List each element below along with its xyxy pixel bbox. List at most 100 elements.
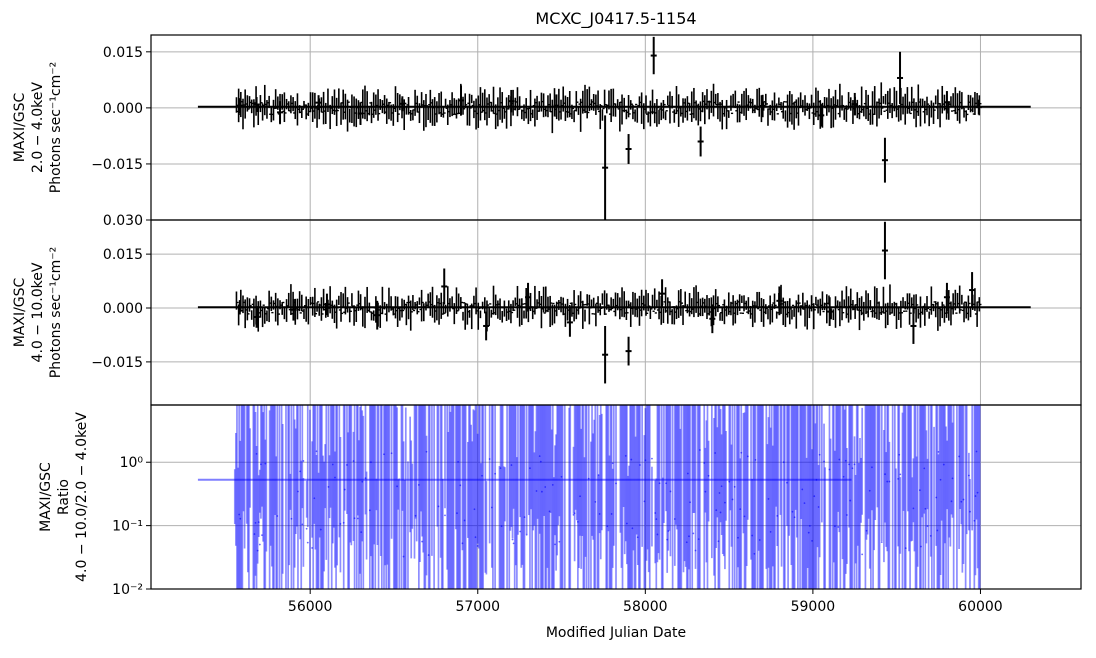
ratio-point xyxy=(319,528,322,531)
ratio-point xyxy=(846,514,848,516)
ratio-point xyxy=(276,515,279,517)
ratio-point xyxy=(655,518,658,521)
ratio-point xyxy=(686,472,689,475)
ratio-point xyxy=(912,507,915,510)
y-axis-label-line: MAXI/GSC xyxy=(12,277,28,347)
ratio-point xyxy=(510,464,513,466)
ratio-point xyxy=(417,484,420,486)
ratio-point xyxy=(579,495,581,498)
ratio-point xyxy=(733,485,736,488)
ratio-point xyxy=(538,455,541,458)
middle-panel-plot xyxy=(197,221,1031,384)
y-tick-label: −0.015 xyxy=(91,157,143,173)
ratio-point xyxy=(606,525,609,528)
ratio-point xyxy=(739,508,742,511)
ratio-point xyxy=(697,538,700,541)
ratio-point xyxy=(523,516,526,519)
ratio-point xyxy=(926,525,929,527)
ratio-point xyxy=(572,513,575,516)
ratio-point xyxy=(838,458,841,461)
ratio-point xyxy=(743,515,746,518)
ratio-point xyxy=(920,545,922,548)
y-axis-label-line: 2.0 − 4.0keV xyxy=(30,82,46,173)
ratio-point xyxy=(488,458,491,460)
ratio-point xyxy=(758,539,761,541)
ratio-point xyxy=(558,540,561,543)
ratio-point xyxy=(767,498,770,500)
ratio-point xyxy=(481,474,483,477)
ratio-point xyxy=(897,477,899,480)
ratio-point xyxy=(724,501,726,504)
ratio-point xyxy=(807,531,810,534)
chart-title: MCXC_J0417.5-1154 xyxy=(535,9,696,29)
bottom-panel-y-ticks: 10⁰ 10⁻¹ 10⁻² xyxy=(112,455,151,598)
ratio-point xyxy=(849,499,852,502)
ratio-point xyxy=(512,542,515,545)
ratio-point xyxy=(258,543,261,546)
top-panel-frame xyxy=(150,34,1082,221)
ratio-point xyxy=(848,463,850,466)
ratio-point xyxy=(808,524,811,527)
ratio-point xyxy=(500,525,503,528)
ratio-point xyxy=(973,519,976,522)
ratio-point xyxy=(868,489,871,492)
ratio-point xyxy=(361,480,364,483)
plot-area xyxy=(197,221,1031,384)
ratio-point xyxy=(610,513,613,515)
y-axis-label-line: MAXI/GSC xyxy=(38,462,54,532)
ratio-point xyxy=(306,541,309,544)
ratio-point xyxy=(865,529,868,532)
ratio-point xyxy=(476,545,479,547)
ratio-point xyxy=(754,458,757,461)
ratio-point xyxy=(842,475,845,478)
ratio-point xyxy=(611,462,614,465)
ratio-point xyxy=(368,509,371,512)
ratio-point xyxy=(861,553,864,556)
ratio-point xyxy=(714,452,717,454)
ratio-point xyxy=(598,513,601,515)
ratio-point xyxy=(899,473,902,476)
ratio-point xyxy=(461,542,464,545)
ratio-point xyxy=(962,498,965,501)
ratio-point xyxy=(751,534,754,537)
ratio-point xyxy=(539,460,542,463)
y-axis-label-line: Ratio xyxy=(56,479,72,515)
ratio-point xyxy=(299,470,302,473)
y-tick-label: −0.015 xyxy=(91,355,143,371)
ratio-point xyxy=(692,532,695,535)
ratio-point xyxy=(255,452,258,455)
ratio-point xyxy=(665,482,668,485)
ratio-point xyxy=(302,460,305,462)
y-tick-label: 10⁻² xyxy=(112,582,143,598)
ratio-point xyxy=(594,500,597,503)
ratio-point xyxy=(370,461,372,464)
y-tick-label: 10⁰ xyxy=(120,455,144,471)
ratio-point xyxy=(704,490,707,493)
ratio-point xyxy=(644,459,647,462)
ratio-point xyxy=(886,480,889,483)
ratio-point xyxy=(414,514,417,517)
y-tick-label: 0.015 xyxy=(103,45,143,61)
ratio-point xyxy=(301,523,304,526)
ratio-point xyxy=(673,518,676,520)
ratio-point xyxy=(837,526,840,528)
ratio-point xyxy=(969,510,971,513)
ratio-point xyxy=(327,486,330,488)
ratio-point xyxy=(427,554,430,556)
ratio-point xyxy=(719,511,722,514)
x-axis-label: Modified Julian Date xyxy=(546,625,686,641)
ratio-point xyxy=(888,480,891,483)
plot-area xyxy=(197,405,981,589)
ratio-point xyxy=(554,543,556,546)
x-tick-label: 57000 xyxy=(455,599,500,615)
ratio-point xyxy=(688,535,690,538)
ratio-point xyxy=(339,523,342,525)
ratio-point xyxy=(630,458,633,461)
ratio-point xyxy=(918,489,921,492)
ratio-point xyxy=(334,476,336,479)
ratio-point xyxy=(937,450,940,453)
ratio-point xyxy=(529,467,531,470)
ratio-point xyxy=(728,480,731,483)
ratio-point xyxy=(782,461,785,464)
middle-panel: 0.015 0.000 −0.015 MAXI/GSC 4.0 − 10.0keV Ph… xyxy=(12,219,1082,406)
